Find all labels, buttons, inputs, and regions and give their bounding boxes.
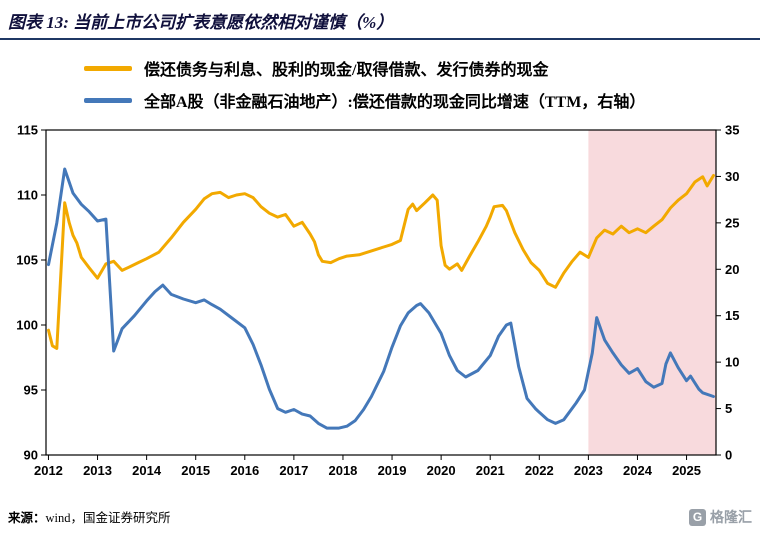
x-axis-label: 2016 (230, 463, 259, 478)
x-axis-label: 2020 (427, 463, 456, 478)
title-divider (0, 38, 760, 40)
legend-label: 全部A股（非金融石油地产）:偿还借款的现金同比增速（TTM，右轴） (144, 94, 646, 111)
right-axis-label: 0 (725, 448, 732, 463)
series-line-1 (47, 167, 715, 430)
source-note: 来源：wind，国金证券研究所 (8, 507, 171, 526)
right-axis-label: 25 (725, 215, 739, 230)
right-axis-label: 30 (725, 169, 739, 184)
x-axis-label: 2023 (574, 463, 603, 478)
gelonghui-logo-icon: G (689, 508, 706, 526)
plot-border (45, 129, 717, 456)
right-axis-label: 20 (725, 262, 739, 277)
source-text: wind，国金证券研究所 (45, 511, 171, 525)
left-axis-label: 90 (24, 448, 38, 463)
x-axis-label: 2015 (181, 463, 210, 478)
highlight-region-2023-2025 (588, 130, 716, 455)
right-axis-label: 5 (725, 401, 732, 416)
chart-title: 图表 13: 当前上市公司扩表意愿依然相对谨慎（%） (8, 13, 394, 32)
x-axis-label: 2019 (378, 463, 407, 478)
left-axis-label: 115 (17, 123, 38, 138)
x-axis-label: 2022 (525, 463, 554, 478)
series-line-0 (47, 174, 715, 350)
legend-label: 偿还债务与利息、股利的现金/取得借款、发行债券的现金 (144, 62, 549, 79)
left-axis-label: 105 (16, 253, 38, 268)
right-axis-label: 10 (725, 355, 739, 370)
legend-item-repay-ratio: 偿还债务与利息、股利的现金/取得借款、发行债券的现金 (84, 52, 645, 84)
legend-item-loan-growth: 全部A股（非金融石油地产）:偿还借款的现金同比增速（TTM，右轴） (84, 84, 645, 116)
x-axis-label: 2014 (132, 463, 162, 478)
source-label: 来源： (8, 511, 46, 525)
left-axis-label: 95 (24, 383, 38, 398)
x-axis-label: 2013 (83, 463, 112, 478)
x-axis-label: 2017 (279, 463, 308, 478)
right-axis-label: 15 (725, 308, 739, 323)
chart-legend: 偿还债务与利息、股利的现金/取得借款、发行债券的现金 全部A股（非金融石油地产）… (84, 52, 645, 116)
x-axis-label: 2018 (328, 463, 357, 478)
left-axis-label: 110 (17, 188, 38, 203)
x-axis-label: 2025 (672, 463, 701, 478)
x-axis-label: 2021 (476, 463, 505, 478)
left-axis-label: 100 (16, 318, 38, 333)
blue-line-swatch (84, 97, 132, 103)
yellow-line-swatch (84, 65, 132, 71)
gelonghui-logo-text: 格隆汇 (710, 509, 752, 525)
gelonghui-watermark: G 格隆汇 (689, 507, 752, 527)
x-axis-label: 2024 (623, 463, 653, 478)
x-axis-label: 2012 (34, 463, 63, 478)
right-axis-label: 35 (725, 123, 739, 138)
